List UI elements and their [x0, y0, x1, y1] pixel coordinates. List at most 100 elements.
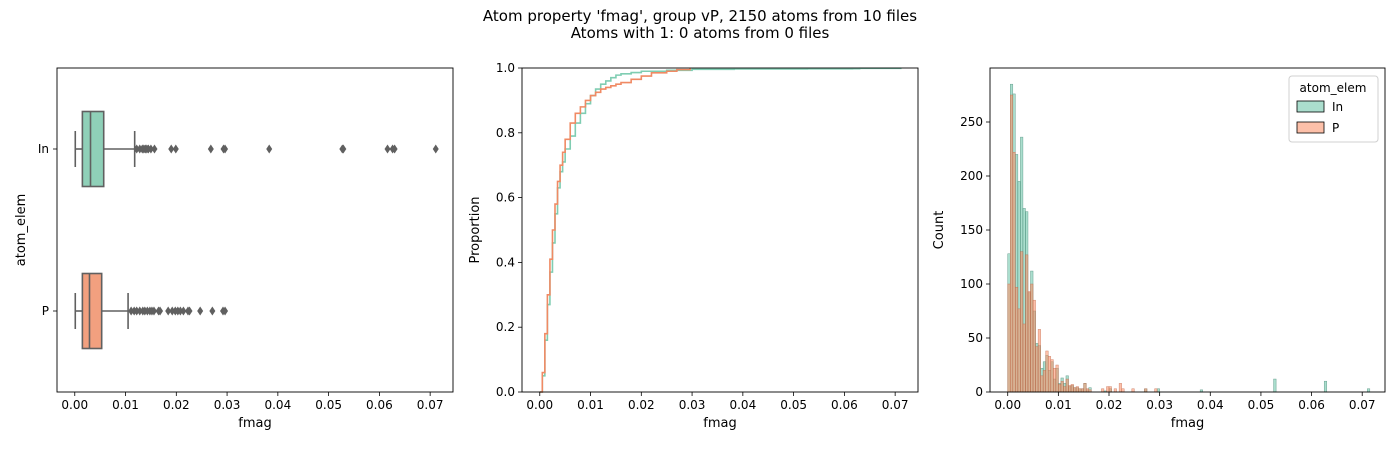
histogram-bar-P — [1068, 385, 1072, 393]
x-tick-label: 0.04 — [1197, 398, 1224, 412]
y-tick-label: 100 — [960, 277, 983, 291]
boxplot-panel: In P 0.00 0.01 0.02 0.03 0.04 0.05 0.06 0.07 fmag a… — [14, 67, 454, 431]
outlier-P — [133, 306, 140, 316]
x-tick-label: 0.02 — [163, 398, 190, 412]
x-tick-label: 0.05 — [780, 398, 807, 412]
histogram-bar-P — [1131, 388, 1135, 393]
outlier-P — [197, 306, 204, 316]
ecdf-panel: 0.00 0.01 0.02 0.03 0.04 0.05 0.06 0.07 fmag 0.0 0… — [468, 61, 919, 431]
y-tick-label: 250 — [960, 115, 983, 129]
histogram-bar-P — [1027, 291, 1031, 393]
histogram-bar-P — [1040, 375, 1044, 393]
y-tick-label: 1.0 — [496, 61, 515, 75]
outlier-P — [186, 306, 193, 316]
x-tick-label: 0.03 — [679, 398, 706, 412]
x-tick-label: 0.01 — [577, 398, 604, 412]
histogram-bar-P — [1030, 283, 1034, 393]
histogram-bar-P — [1060, 380, 1064, 393]
histogram-bar-P — [1101, 388, 1105, 393]
histogram-bar-P — [1017, 308, 1021, 393]
histogram-bar-P — [1106, 386, 1110, 393]
x-tick-label: 0.05 — [315, 398, 342, 412]
histogram-bar-In — [1367, 388, 1371, 393]
outlier-In — [207, 144, 214, 154]
histogram-bar-P — [1025, 254, 1029, 393]
histogram-bar-P — [1073, 387, 1077, 393]
histogram-bar-P — [1075, 386, 1079, 393]
legend: atom_elem In P — [1288, 75, 1379, 143]
y-axis-label: atom_elem — [14, 194, 29, 266]
histogram-bar-P — [1055, 364, 1059, 393]
outlier-P — [128, 306, 135, 316]
histogram-bar-P — [1083, 383, 1087, 393]
x-tick-label: 0.02 — [628, 398, 655, 412]
figure-title-line2: Atoms with 1: 0 atoms from 0 files — [570, 24, 830, 42]
outlier-In — [266, 144, 273, 154]
histogram-bar-P — [1118, 383, 1122, 393]
y-tick-label: 0 — [975, 385, 983, 399]
x-tick-label: 0.04 — [729, 398, 756, 412]
y-tick-label: 0.2 — [496, 320, 515, 334]
x-tick-label: 0.01 — [112, 398, 139, 412]
x-tick-label: 0.07 — [417, 398, 444, 412]
histogram-bar-P — [1012, 151, 1016, 393]
y-tick-label: In — [38, 142, 49, 156]
outlier-In — [222, 144, 229, 154]
x-tick-label: 0.00 — [61, 398, 88, 412]
histogram-bar-P — [1007, 283, 1011, 393]
outlier-In — [340, 144, 347, 154]
outlier-P — [209, 306, 216, 316]
histogram-bar-P — [1053, 367, 1057, 393]
histogram-bar-P — [1047, 356, 1052, 393]
x-tick-label: 0.01 — [1045, 398, 1072, 412]
x-tick-label: 0.07 — [1349, 398, 1376, 412]
histogram-bar-P — [1154, 388, 1158, 393]
histogram-bar-P — [1080, 388, 1084, 393]
y-tick-label: 0.0 — [496, 385, 515, 399]
histogram-bar-P — [1032, 299, 1036, 393]
histogram-bar-P — [1113, 388, 1117, 393]
outlier-P — [165, 306, 172, 316]
histogram-bar-P — [1042, 370, 1046, 393]
histogram-bar-P — [1037, 329, 1041, 393]
outlier-In — [151, 144, 158, 154]
x-tick-label: 0.03 — [214, 398, 241, 412]
x-tick-label: 0.02 — [1096, 398, 1123, 412]
histogram-bar-P — [1020, 251, 1024, 393]
outlier-P — [136, 306, 143, 316]
outlier-In — [133, 144, 140, 154]
x-tick-label: 0.00 — [526, 398, 553, 412]
outlier-In — [168, 144, 175, 154]
outlier-P — [150, 306, 157, 316]
legend-label-In: In — [1332, 100, 1343, 114]
x-axis-label: fmag — [703, 416, 736, 431]
figure-title-line1: Atom property 'fmag', group vP, 2150 ato… — [482, 7, 918, 25]
histogram-bar-P — [1070, 384, 1074, 393]
y-axis-label: Proportion — [468, 196, 483, 263]
x-tick-label: 0.03 — [1146, 398, 1173, 412]
x-tick-label: 0.05 — [1248, 398, 1275, 412]
legend-swatch-P — [1296, 121, 1325, 134]
x-axis-label: fmag — [1171, 416, 1204, 431]
outlier-P — [157, 306, 164, 316]
x-tick-label: 0.07 — [882, 398, 909, 412]
y-tick-label: 0.6 — [496, 191, 515, 205]
histogram-bar-P — [1108, 386, 1112, 393]
box-In — [81, 110, 105, 188]
legend-label-P: P — [1332, 121, 1339, 135]
y-tick-label: 50 — [968, 331, 983, 345]
histogram-bar-In — [1273, 378, 1277, 393]
histogram-bar-P — [1022, 323, 1026, 393]
histogram-bar-P — [1058, 384, 1062, 393]
histogram-bar-P — [1085, 388, 1089, 393]
histogram-bar-P — [1045, 350, 1049, 393]
outlier-P — [177, 306, 184, 316]
histogram-panel: 0.00 0.01 0.02 0.03 0.04 0.05 0.06 0.07 fmag 0 50 1… — [932, 67, 1386, 431]
histogram-bar-P — [1015, 286, 1019, 393]
x-tick-label: 0.04 — [264, 398, 291, 412]
histogram-bar-P — [1078, 388, 1082, 393]
y-tick-label: 0.4 — [496, 255, 515, 269]
histogram-bar-P — [1144, 388, 1148, 393]
outlier-In — [391, 144, 398, 154]
